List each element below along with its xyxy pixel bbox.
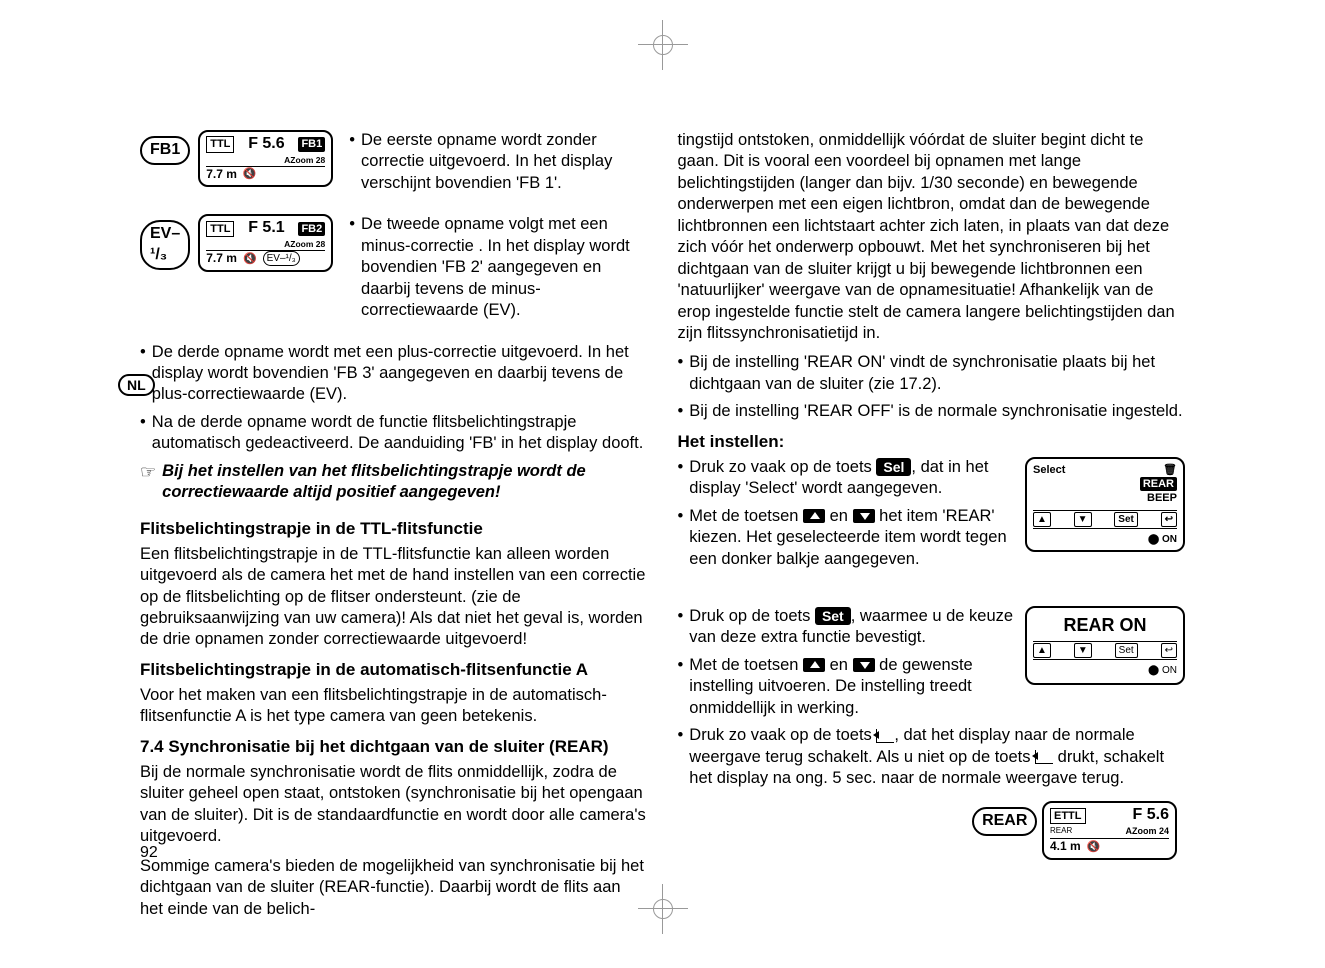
text-p3: De derde opname wordt met een plus-corre… — [152, 342, 648, 406]
lcd-aperture: F 5.6 — [248, 134, 284, 155]
lcd-select-rear: REAR — [1140, 477, 1177, 491]
lcd-mode: TTL — [206, 221, 234, 237]
text-p1: De eerste opname wordt zonder correctie … — [361, 130, 647, 194]
lcd-dist: 7.7 m — [206, 167, 237, 183]
lcd-aperture: F 5.1 — [248, 218, 284, 239]
return-icon — [1035, 750, 1053, 764]
lcd-azoom: AZoom 28 — [206, 239, 325, 250]
lcd-select-beep: BEEP — [1033, 491, 1177, 505]
step-4: • Met de toetsen en de gewenste instelli… — [678, 655, 1016, 719]
diagram-rear-final: REAR ETTL F 5.6 REAR AZoom 24 4.1 m 🔇 — [678, 801, 1186, 859]
text-p7: Bij de normale synchronisatie wordt de f… — [140, 762, 648, 848]
lcd-select-label: Select — [1033, 463, 1065, 477]
text-p6: Voor het maken van een flitsbelichtingst… — [140, 685, 648, 728]
lcd-on: ⬤ ON — [1033, 664, 1177, 677]
note-row: ☞Bij het instellen van het flitsbelichti… — [140, 461, 648, 504]
lcd-rearon-title: REAR ON — [1033, 614, 1177, 637]
step-2-text: Met de toetsen en het item 'REAR' kiezen… — [689, 506, 1015, 570]
bullet-p4: •Na de derde opname wordt de functie fli… — [140, 412, 648, 455]
right-column: tingstijd ontstoken, onmiddellijk vóórda… — [678, 130, 1186, 928]
lcd-fb-badge: FB1 — [298, 137, 325, 151]
heading-auto: Flitsbelichtingstrapje in de automatisch… — [140, 659, 648, 681]
trash-icon: 🗑 — [1163, 463, 1177, 477]
step-3-text: Druk op de toets Set, waarmee u de keuze… — [689, 606, 1015, 649]
lcd-fb-badge: FB2 — [298, 222, 325, 236]
step-1-text: Druk zo vaak op de toets Sel, dat in het… — [689, 457, 1015, 500]
text-p8: Sommige camera's bieden de mogelijkheid … — [140, 856, 648, 920]
text-rb2: Bij de instelling 'REAR OFF' is de norma… — [689, 401, 1182, 422]
lcd-mode: ETTL — [1050, 808, 1086, 824]
lcd-rear-final: ETTL F 5.6 REAR AZoom 24 4.1 m 🔇 — [1042, 801, 1177, 859]
diagram-ev: EV–¹/₃ TTL F 5.1 FB2 AZoom 28 7.7 m 🔇 EV–… — [140, 214, 648, 327]
step-4-text: Met de toetsen en de gewenste instelling… — [689, 655, 1015, 719]
return-icon — [876, 729, 894, 743]
down-icon — [853, 509, 875, 523]
lcd-on: ⬤ ON — [1033, 533, 1177, 546]
pill-fb1: FB1 — [140, 136, 190, 165]
sound-icon: 🔇 — [243, 167, 257, 181]
down-icon — [853, 658, 875, 672]
step-1: • Druk zo vaak op de toets Sel, dat in h… — [678, 457, 1016, 500]
step-5-text: Druk zo vaak op de toets , dat het displ… — [689, 725, 1185, 789]
lcd-button-row: ▲▼Set↩ — [1033, 641, 1177, 660]
pill-ev: EV–¹/₃ — [140, 220, 190, 270]
bullet-p2: •De tweede opname volgt met een minus-co… — [349, 214, 647, 321]
pointer-icon: ☞ — [140, 461, 156, 504]
sound-icon: 🔇 — [243, 252, 257, 266]
crop-mark-top — [638, 20, 688, 70]
text-rb1: Bij de instelling 'REAR ON' vindt de syn… — [689, 352, 1185, 395]
up-icon — [803, 658, 825, 672]
lcd-dist: 4.1 m — [1050, 839, 1081, 855]
text-p2: De tweede opname volgt met een minus-cor… — [361, 214, 647, 321]
text-p4: Na de derde opname wordt de functie flit… — [152, 412, 648, 455]
lcd-azoom: AZoom 28 — [206, 155, 325, 166]
lcd-azoom: AZoom 24 — [1125, 826, 1169, 838]
sel-button-label: Sel — [876, 458, 911, 476]
lcd-rearon: REAR ON ▲▼Set↩ ⬤ ON — [1025, 606, 1185, 685]
heading-ttl: Flitsbelichtingstrapje in de TTL-flitsfu… — [140, 518, 648, 540]
lcd-select: Select 🗑 REAR BEEP ▲▼Set↩ ⬤ ON — [1025, 457, 1185, 552]
bullet-r2: •Bij de instelling 'REAR OFF' is de norm… — [678, 401, 1186, 422]
pill-rear: REAR — [972, 807, 1037, 836]
heading-rear: 7.4 Synchronisatie bij het dichtgaan van… — [140, 736, 648, 758]
sound-icon: 🔇 — [1087, 840, 1101, 854]
bullet-p3: •De derde opname wordt met een plus-corr… — [140, 342, 648, 406]
lcd-ev-badge: EV–¹/₃ — [263, 251, 300, 266]
text-p5: Een flitsbelichtingstrapje in de TTL-fli… — [140, 544, 648, 651]
lcd-button-row: ▲▼Set↩ — [1033, 510, 1177, 529]
lcd-fb1: TTL F 5.6 FB1 AZoom 28 7.7 m 🔇 — [198, 130, 333, 187]
text-note: Bij het instellen van het flitsbelichtin… — [162, 461, 647, 504]
bullet-p1: •De eerste opname wordt zonder correctie… — [349, 130, 647, 194]
diagram-fb1: FB1 TTL F 5.6 FB1 AZoom 28 7.7 m 🔇 •De ee… — [140, 130, 648, 200]
set-button-label: Set — [815, 607, 851, 625]
step-2: • Met de toetsen en het item 'REAR' kiez… — [678, 506, 1016, 570]
up-icon — [803, 509, 825, 523]
page-number: 92 — [140, 843, 158, 864]
lcd-rear-badge: REAR — [1050, 826, 1072, 838]
lang-badge: NL — [118, 375, 155, 396]
crop-mark-bottom — [638, 884, 688, 934]
step-3: • Druk op de toets Set, waarmee u de keu… — [678, 606, 1016, 649]
heading-instellen: Het instellen: — [678, 431, 1186, 453]
text-r1: tingstijd ontstoken, onmiddellijk vóórda… — [678, 130, 1186, 344]
step-5: • Druk zo vaak op de toets , dat het dis… — [678, 725, 1186, 789]
lcd-mode: TTL — [206, 136, 234, 152]
lcd-dist: 7.7 m — [206, 251, 237, 267]
bullet-r1: •Bij de instelling 'REAR ON' vindt de sy… — [678, 352, 1186, 395]
lcd-aperture: F 5.6 — [1133, 805, 1169, 826]
left-column: FB1 TTL F 5.6 FB1 AZoom 28 7.7 m 🔇 •De ee… — [140, 130, 648, 928]
lcd-ev: TTL F 5.1 FB2 AZoom 28 7.7 m 🔇 EV–¹/₃ — [198, 214, 333, 271]
